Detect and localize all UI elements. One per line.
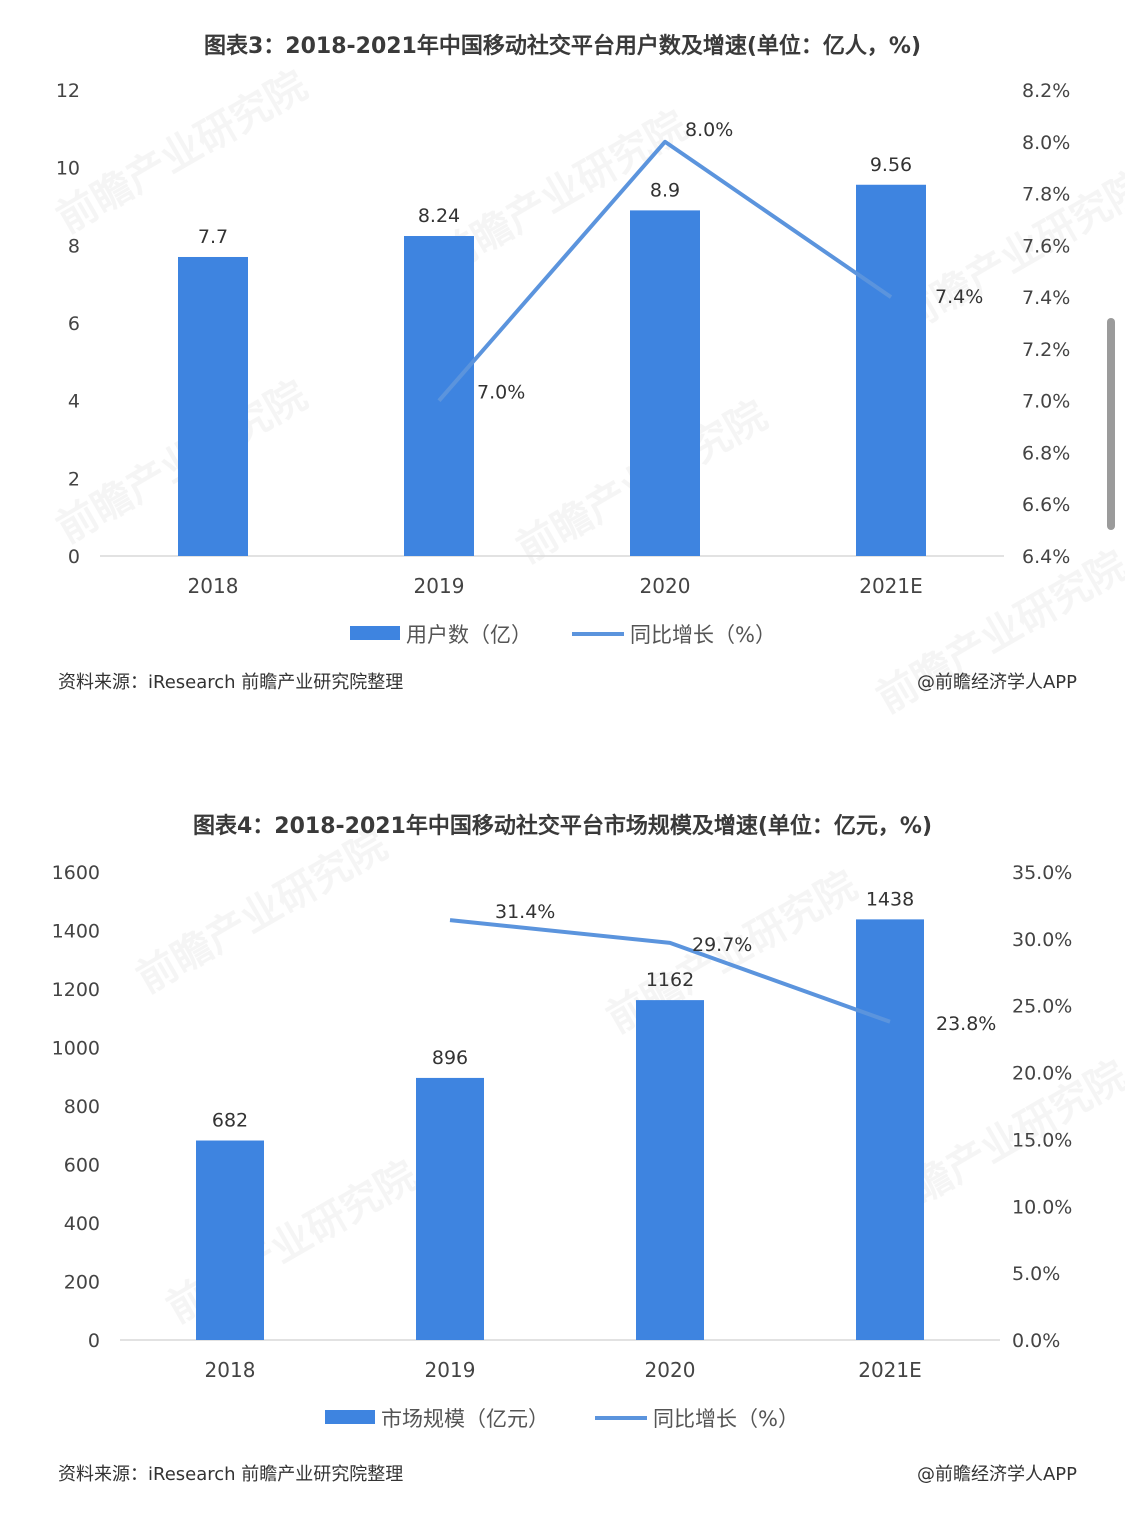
chart-title: 图表3：2018-2021年中国移动社交平台用户数及增速(单位：亿人，%) [203, 34, 922, 59]
chart-market-svg: 0 200 400 600 800 1000 1200 1400 1600 0.0% 5.0% 10.… [52, 862, 1073, 1431]
y-left-tick-label: 0 [68, 546, 80, 568]
y-left-tick-label: 600 [64, 1155, 100, 1177]
bar [856, 919, 924, 1340]
bar-data-label: 8.24 [418, 205, 460, 227]
credit-note: @前瞻经济学人APP [916, 672, 1077, 693]
y-right-tick-label: 35.0% [1012, 862, 1072, 884]
y-right-tick-label: 7.4% [1022, 287, 1070, 309]
source-note: 资料来源：iResearch 前瞻产业研究院整理 [58, 1464, 404, 1485]
bar-data-label: 896 [432, 1047, 468, 1069]
legend-bar-label: 市场规模（亿元） [381, 1407, 549, 1431]
bar [636, 1000, 704, 1340]
y-left-tick-label: 400 [64, 1213, 100, 1235]
x-tick-label: 2018 [205, 1358, 256, 1382]
x-tick-label: 2021E [858, 1358, 922, 1382]
line-data-label: 7.4% [935, 286, 983, 308]
legend-bar-swatch [350, 626, 400, 640]
bar [196, 1140, 264, 1340]
y-right-tick-label: 6.8% [1022, 442, 1070, 464]
y-right-tick-label: 6.4% [1022, 546, 1070, 568]
y-left-tick-label: 1000 [52, 1038, 100, 1060]
y-right-tick-label: 30.0% [1012, 929, 1072, 951]
y-left-tick-label: 10 [56, 158, 80, 180]
line-data-label: 29.7% [692, 934, 752, 956]
bar [178, 256, 248, 556]
source-note: 资料来源：iResearch 前瞻产业研究院整理 [58, 672, 404, 693]
growth-line [449, 918, 891, 1024]
line-data-label: 23.8% [936, 1013, 996, 1035]
bar-data-label: 682 [212, 1110, 248, 1132]
growth-line [437, 139, 893, 402]
y-right-tick-label: 10.0% [1012, 1196, 1072, 1218]
chart-users-svg: 0 2 4 6 8 10 12 6.4% 6.6% 6.8% 7.0% 7.2% 7.4% 7.6% 7.8… [56, 80, 1070, 647]
chart-title: 图表4：2018-2021年中国移动社交平台市场规模及增速(单位：亿元，%) [192, 814, 933, 839]
x-tick-label: 2020 [640, 574, 691, 598]
line-data-label: 31.4% [495, 901, 555, 923]
y-right-tick-label: 5.0% [1012, 1263, 1060, 1285]
y-left-tick-label: 12 [56, 80, 80, 102]
y-left-tick-label: 1400 [52, 921, 100, 943]
bar [416, 1077, 484, 1340]
y-right-tick-label: 25.0% [1012, 996, 1072, 1018]
credit-note: @前瞻经济学人APP [916, 1464, 1077, 1485]
x-tick-label: 2021E [859, 574, 923, 598]
bar [856, 184, 926, 556]
y-right-tick-label: 7.8% [1022, 184, 1070, 206]
y-left-tick-label: 6 [68, 313, 80, 335]
bar [630, 210, 700, 556]
legend-line-label: 同比增长（%） [630, 623, 776, 647]
y-left-tick-label: 800 [64, 1096, 100, 1118]
legend-bar-swatch [325, 1410, 375, 1424]
legend-line-label: 同比增长（%） [653, 1407, 799, 1431]
bar-data-label: 8.9 [650, 179, 680, 201]
bar [404, 236, 474, 556]
bar-data-label: 1162 [646, 969, 694, 991]
y-right-tick-label: 7.0% [1022, 391, 1070, 413]
bar-data-label: 9.56 [870, 154, 912, 176]
x-tick-label: 2019 [425, 1358, 476, 1382]
y-right-tick-label: 15.0% [1012, 1129, 1072, 1151]
y-right-tick-label: 0.0% [1012, 1330, 1060, 1352]
y-right-tick-label: 7.6% [1022, 235, 1070, 257]
y-left-tick-label: 4 [68, 391, 80, 413]
y-left-tick-label: 200 [64, 1272, 100, 1294]
y-left-tick-label: 1200 [52, 979, 100, 1001]
y-left-tick-label: 8 [68, 235, 80, 257]
bar-data-label: 7.7 [198, 226, 228, 248]
line-data-label: 8.0% [685, 119, 733, 141]
y-right-tick-label: 20.0% [1012, 1063, 1072, 1085]
chart-panel-users: 前瞻产业研究院 前瞻产业研究院 前瞻产业研究院 前瞻产业研究院 前瞻产业研究院 … [0, 0, 1125, 722]
y-right-tick-label: 6.6% [1022, 494, 1070, 516]
y-right-tick-label: 8.2% [1022, 80, 1070, 102]
y-left-tick-label: 2 [68, 468, 80, 490]
bar-data-label: 1438 [866, 888, 914, 910]
x-tick-label: 2020 [645, 1358, 696, 1382]
x-tick-label: 2019 [414, 574, 465, 598]
y-right-tick-label: 8.0% [1022, 132, 1070, 154]
y-right-tick-label: 7.2% [1022, 339, 1070, 361]
page-scrollbar[interactable] [1107, 318, 1115, 530]
y-left-tick-label: 1600 [52, 862, 100, 884]
chart-panel-market: 前瞻产业研究院 前瞻产业研究院 前瞻产业研究院 前瞻产业研究院 图表4：2018… [0, 780, 1125, 1520]
y-left-tick-label: 0 [88, 1330, 100, 1352]
legend-bar-label: 用户数（亿） [406, 623, 532, 647]
line-data-label: 7.0% [477, 382, 525, 404]
x-tick-label: 2018 [188, 574, 239, 598]
